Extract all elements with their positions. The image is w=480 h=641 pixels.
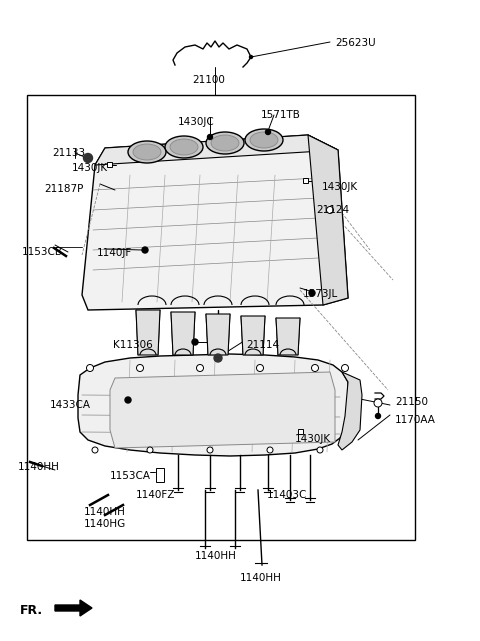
Polygon shape [241,316,265,355]
Text: K11306: K11306 [113,340,153,350]
Polygon shape [338,372,362,450]
Circle shape [142,247,148,253]
Text: 1140HH: 1140HH [18,462,60,472]
Bar [27,95,415,540]
Text: FR.: FR. [20,603,43,617]
Circle shape [256,365,264,372]
Text: 21150: 21150 [395,397,428,407]
Ellipse shape [245,129,283,151]
Ellipse shape [250,132,278,148]
Polygon shape [55,600,92,616]
Text: 1153CB: 1153CB [22,247,63,257]
Ellipse shape [128,141,166,163]
Text: 11403C: 11403C [267,490,307,500]
Bar [303,178,308,183]
Bar [156,468,164,482]
Text: 1573JL: 1573JL [303,289,338,299]
Polygon shape [95,135,338,165]
Text: 1430JK: 1430JK [295,434,331,444]
Polygon shape [276,318,300,355]
Circle shape [250,56,252,58]
Polygon shape [206,314,230,355]
Circle shape [341,365,348,372]
Circle shape [136,365,144,372]
Circle shape [192,339,198,345]
Circle shape [207,135,213,140]
Polygon shape [171,312,195,355]
Text: 1140HH: 1140HH [195,551,237,561]
Circle shape [267,447,273,453]
Text: 1140JF: 1140JF [97,248,132,258]
Circle shape [312,365,319,372]
Circle shape [92,447,98,453]
Circle shape [309,290,315,296]
Text: 1170AA: 1170AA [395,415,436,425]
Ellipse shape [170,139,198,155]
Text: 21100: 21100 [192,75,225,85]
Ellipse shape [211,135,239,151]
Bar [298,429,303,434]
Text: 1571TB: 1571TB [261,110,301,120]
Text: 1430JK: 1430JK [72,163,108,173]
Text: 1153CA: 1153CA [110,471,151,481]
Ellipse shape [206,132,244,154]
Text: 1140FZ: 1140FZ [136,490,175,500]
Circle shape [326,206,334,213]
Text: 1140HG: 1140HG [84,519,126,529]
Text: 21114: 21114 [246,340,279,350]
Text: 1140HH: 1140HH [240,573,282,583]
Text: 1433CA: 1433CA [50,400,91,410]
Circle shape [214,354,222,362]
Text: 21187P: 21187P [44,184,84,194]
Circle shape [147,447,153,453]
Ellipse shape [165,136,203,158]
Circle shape [265,129,271,135]
Text: 21124: 21124 [316,205,349,215]
Polygon shape [82,135,348,310]
Circle shape [374,399,382,407]
Circle shape [84,153,93,163]
Text: 1140HH: 1140HH [84,507,126,517]
Circle shape [207,447,213,453]
Circle shape [125,397,131,403]
Polygon shape [110,372,335,448]
Polygon shape [308,135,348,305]
Circle shape [86,365,94,372]
Polygon shape [78,354,348,456]
Circle shape [375,413,381,419]
Ellipse shape [133,144,161,160]
Circle shape [196,365,204,372]
Bar [107,162,112,167]
Text: 25623U: 25623U [335,38,376,48]
Polygon shape [136,310,160,355]
Text: 1430JK: 1430JK [322,182,358,192]
Circle shape [317,447,323,453]
Text: 21133: 21133 [52,148,85,158]
Text: 1430JC: 1430JC [178,117,215,127]
